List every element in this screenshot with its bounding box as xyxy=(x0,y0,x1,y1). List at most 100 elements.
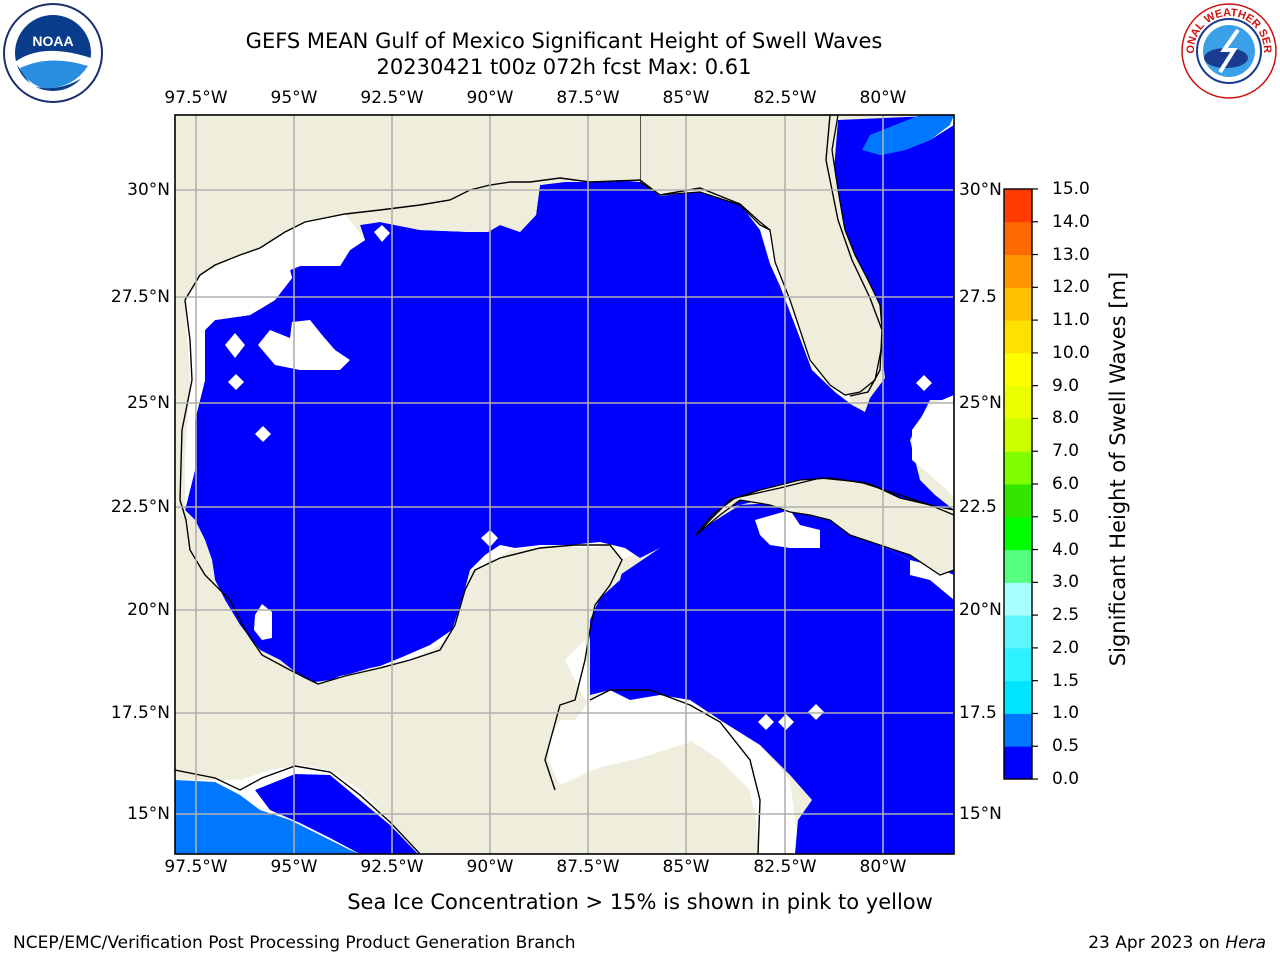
colorbar-tick-label: 1.5 xyxy=(1052,670,1080,691)
bahamas-nodata xyxy=(912,395,954,498)
colorbar-segment xyxy=(1004,549,1032,583)
lon-tick-bottom: 97.5°W xyxy=(164,857,228,877)
colorbar-tick-label: 4.0 xyxy=(1052,539,1080,560)
lon-tick-top: 92.5°W xyxy=(360,88,424,108)
nodata-patch xyxy=(916,375,932,391)
lon-tick-top: 82.5°W xyxy=(753,88,817,108)
colorbar-segment xyxy=(1004,418,1032,452)
colorbar-tick-label: 6.0 xyxy=(1052,474,1080,494)
colorbar-segment xyxy=(1004,352,1032,387)
caribbean-swell xyxy=(590,502,954,854)
lat-tick-left: 15°N xyxy=(127,804,170,824)
colorbar-tick-label: 9.0 xyxy=(1052,375,1080,396)
colorbar-segment xyxy=(1004,615,1032,649)
lon-tick-top: 85°W xyxy=(662,88,710,108)
coastline-central-america xyxy=(175,765,421,854)
mexico-east-coast xyxy=(175,500,320,700)
coastline-florida-east xyxy=(825,115,883,397)
nodata-patch xyxy=(254,604,272,640)
lon-tick-bottom: 87.5°W xyxy=(556,857,620,877)
colorbar-tick-label: 2.5 xyxy=(1052,605,1080,626)
coastal-nodata xyxy=(185,214,365,510)
lon-tick-bottom: 95°W xyxy=(270,857,318,877)
lat-tick-left: 30°N xyxy=(127,180,170,200)
nodata-patch xyxy=(778,714,794,730)
colorbar-tick-label: 0.5 xyxy=(1052,736,1080,757)
colorbar-tick-label: 7.0 xyxy=(1052,441,1080,462)
colorbar-label: Significant Height of Swell Waves [m] xyxy=(1106,271,1130,667)
chart-title: GEFS MEAN Gulf of Mexico Significant Hei… xyxy=(245,29,883,53)
nodata-patch xyxy=(374,225,390,242)
nodata-patch xyxy=(758,714,774,730)
nws-logo: NATIONAL WEATHER SERVICE xyxy=(1180,2,1277,99)
lat-tick-left: 25°N xyxy=(127,393,170,413)
lat-tick-right: 25°N xyxy=(959,393,1002,413)
lon-tick-top: 97.5°W xyxy=(164,88,228,108)
lat-tick-right: 22.5 xyxy=(959,497,997,517)
colorbar-tick-label: 10.0 xyxy=(1052,342,1090,363)
colorbar-tick-label: 8.0 xyxy=(1052,408,1080,429)
colorbar-segment xyxy=(1004,680,1032,714)
lat-tick-right: 17.5 xyxy=(959,703,997,723)
nodata-patch xyxy=(225,333,245,358)
colorbar-segment xyxy=(1004,385,1032,419)
colorbar-tick-label: 12.0 xyxy=(1052,277,1090,298)
colorbar-segment xyxy=(1004,221,1032,256)
colorbar-tick-label: 5.0 xyxy=(1052,506,1080,527)
date-text: 23 Apr 2023 on Hera xyxy=(1088,933,1266,953)
colorbar-segment xyxy=(1004,451,1032,485)
lat-tick-right: 30°N xyxy=(959,180,1002,200)
nodata-patch xyxy=(228,374,244,390)
colorbar-tick-label: 15.0 xyxy=(1052,179,1090,199)
lon-tick-top: 87.5°W xyxy=(556,88,620,108)
colorbar-tick-label: 0.0 xyxy=(1052,769,1080,789)
colorbar-segment xyxy=(1004,189,1032,223)
lon-tick-top: 90°W xyxy=(466,88,514,108)
coastline-mexico xyxy=(179,299,623,791)
colorbar-tick-label: 13.0 xyxy=(1052,244,1090,265)
colorbar-segment xyxy=(1004,713,1032,747)
lon-tick-top: 80°W xyxy=(859,88,907,108)
lon-tick-top: 95°W xyxy=(270,88,318,108)
colorbar-segment xyxy=(1004,254,1032,288)
pacific-swell-light xyxy=(175,780,360,854)
sea-ice-note: Sea Ice Concentration > 15% is shown in … xyxy=(347,890,933,914)
lon-tick-bottom: 92.5°W xyxy=(360,857,424,877)
host-name: Hera xyxy=(1225,933,1266,953)
colorbar-segment xyxy=(1004,320,1032,354)
colorbar-tick-label: 11.0 xyxy=(1052,310,1090,331)
lat-tick-left: 17.5°N xyxy=(110,703,170,723)
colorbar-segment xyxy=(1004,484,1032,518)
nodata-patch xyxy=(755,510,820,548)
colorbar xyxy=(1003,188,1038,780)
noaa-logo: NOAA xyxy=(3,3,103,103)
lat-tick-right: 20°N xyxy=(959,600,1002,620)
colorbar-tick-label: 3.0 xyxy=(1052,572,1080,593)
lon-tick-bottom: 82.5°W xyxy=(753,857,817,877)
lat-tick-left: 27.5°N xyxy=(110,287,170,307)
credit-text: NCEP/EMC/Verification Post Processing Pr… xyxy=(13,933,576,953)
nodata-patch xyxy=(258,320,350,370)
lat-tick-left: 20°N xyxy=(127,600,170,620)
colorbar-segment xyxy=(1004,516,1032,551)
lon-tick-bottom: 80°W xyxy=(859,857,907,877)
colorbar-segment xyxy=(1004,582,1032,616)
lon-tick-bottom: 85°W xyxy=(662,857,710,877)
cuba-island xyxy=(695,477,954,576)
lon-tick-bottom: 90°W xyxy=(466,857,514,877)
map-frame xyxy=(174,114,955,855)
colorbar-tick-label: 14.0 xyxy=(1052,211,1090,232)
noaa-logo-text: NOAA xyxy=(32,33,73,49)
yucatan-peninsula xyxy=(175,545,760,854)
lat-tick-right: 27.5 xyxy=(959,287,997,307)
colorbar-segment xyxy=(1004,287,1032,321)
chart-subtitle: 20230421 t00z 072h fcst Max: 0.61 xyxy=(376,55,752,79)
colorbar-tick-label: 2.0 xyxy=(1052,637,1080,658)
us-gulf-coast xyxy=(175,115,640,510)
lat-tick-left: 22.5°N xyxy=(110,497,170,517)
colorbar-segment xyxy=(1004,746,1032,780)
date-prefix: 23 Apr 2023 on xyxy=(1088,933,1226,953)
gulf-ocean-swell xyxy=(185,115,954,686)
map-grid xyxy=(175,115,954,854)
